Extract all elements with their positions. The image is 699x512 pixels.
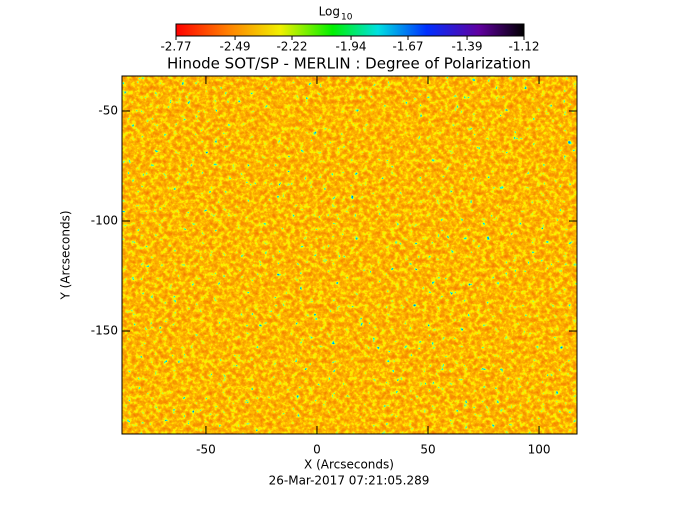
timestamp: 26-Mar-2017 07:21:05.289 xyxy=(269,474,430,488)
x-axis-label: X (Arcseconds) xyxy=(304,458,394,472)
x-tick-label: 100 xyxy=(528,443,551,457)
colorbar-label: Log xyxy=(319,5,340,19)
colorbar-tick-label: -1.39 xyxy=(452,40,483,54)
colorbar-tick-label: -2.77 xyxy=(160,40,191,54)
x-tick-label: 0 xyxy=(313,443,321,457)
colorbar-label-sub: 10 xyxy=(341,13,353,23)
colorbar-tick-label: -1.94 xyxy=(336,40,367,54)
y-tick-label: -150 xyxy=(91,324,118,338)
heatmap-image xyxy=(122,76,577,434)
x-tick-label: 50 xyxy=(420,443,435,457)
colorbar-tick-label: -2.49 xyxy=(220,40,251,54)
colorbar xyxy=(175,23,525,37)
colorbar-tick-label: -1.12 xyxy=(508,40,539,54)
colorbar-tick-label: -2.22 xyxy=(276,40,307,54)
plot-frame xyxy=(121,75,578,435)
colorbar-tick-label: -1.67 xyxy=(392,40,423,54)
chart-title: Hinode SOT/SP - MERLIN : Degree of Polar… xyxy=(167,55,531,73)
y-tick-label: -100 xyxy=(91,214,118,228)
y-tick-label: -50 xyxy=(98,103,118,117)
y-axis-label: Y (Arcseconds) xyxy=(59,210,73,300)
x-tick-label: -50 xyxy=(196,443,216,457)
